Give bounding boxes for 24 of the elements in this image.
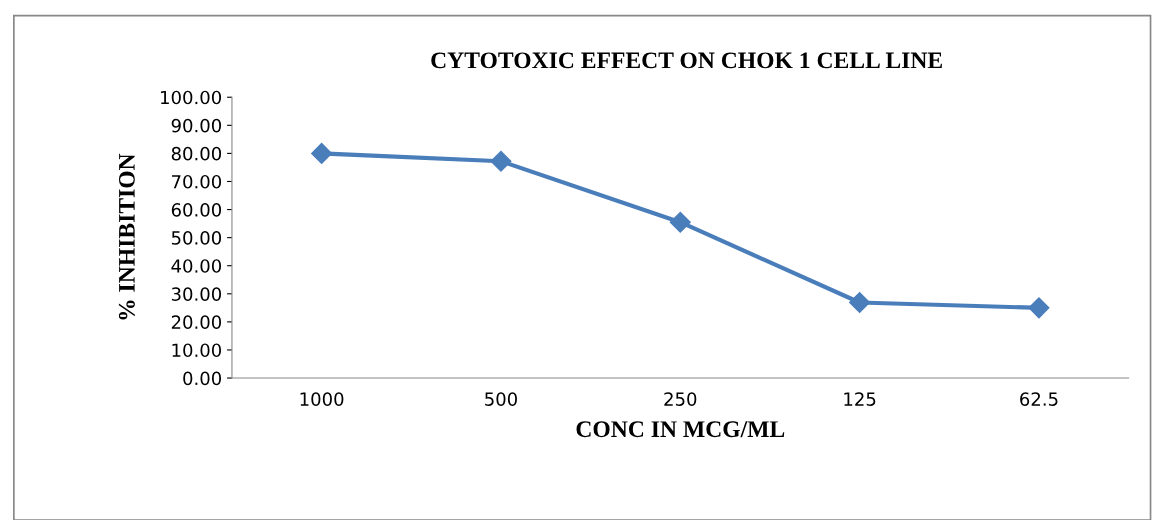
chart-title: CYTOTOXIC EFFECT ON CHOK 1 CELL LINE [431,52,942,69]
y-tick-label: 60.00 [171,203,222,217]
y-tick-label: 90.00 [171,118,222,133]
x-tick-label: 250 [664,392,697,406]
y-tick-label: 10.00 [172,343,222,358]
y-tick-label: 100.00 [161,90,222,105]
point [1028,297,1050,319]
x-tick-label: 1000 [300,392,344,406]
x-tick-label: 500 [485,392,517,406]
x-tick-label: 62.5 [1020,392,1058,406]
point [849,291,871,314]
x-axis-title: CONC IN MCG/ML [576,421,785,438]
point [311,142,333,164]
y-tick-label: 80.00 [171,146,222,161]
y-tick-label: 70.00 [172,174,222,189]
y-tick-label: 20.00 [171,315,222,329]
y-tick-label: 30.00 [171,287,222,301]
y-tick-label: 50.00 [171,231,222,245]
point [669,211,691,233]
x-tick-label: 125 [844,392,876,406]
y-tick-label: 40.00 [171,259,222,273]
y-tick-label: 0.00 [183,371,222,386]
point [490,150,512,172]
y-axis-title: % INHIBITION [118,153,135,320]
